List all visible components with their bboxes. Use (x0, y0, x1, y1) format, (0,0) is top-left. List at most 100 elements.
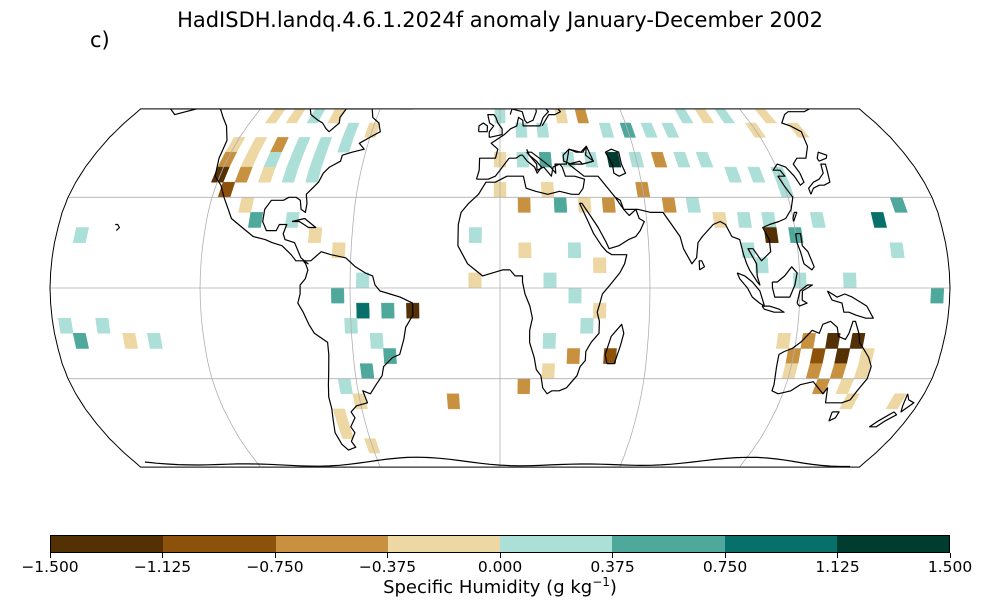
coastline-java (761, 305, 785, 313)
anomaly-cell (568, 287, 582, 304)
coastline-hokkaido (816, 151, 828, 162)
anomaly-cell (712, 212, 728, 228)
anomaly-cell (281, 166, 299, 183)
anomaly-cell (543, 272, 557, 289)
coastline-south-america (297, 251, 414, 451)
anomaly-cell (240, 151, 260, 168)
anomaly-cell (567, 242, 582, 259)
anomaly-cell (541, 363, 555, 379)
anomaly-cell (674, 108, 694, 124)
colorbar-title: Specific Humidity (g kg−1) (0, 575, 1000, 598)
colorbar-tick (49, 553, 51, 558)
colorbar-segment (724, 536, 837, 552)
coastline-britain (487, 113, 503, 138)
anomaly-cell (580, 317, 594, 334)
anomaly-cell (327, 108, 346, 124)
colorbar-tick-label: 1.125 (815, 558, 860, 576)
colorbar-ticks (49, 553, 951, 559)
anomaly-cell (369, 333, 384, 349)
meridian-line (617, 108, 651, 468)
anomaly-cell (566, 348, 581, 364)
anomaly-cell (238, 197, 255, 213)
anomaly-cell (356, 272, 370, 289)
anomaly-cell (258, 166, 276, 183)
anomaly-cell (359, 363, 375, 379)
anomaly-cell (234, 166, 253, 183)
colorbar-tick (612, 553, 613, 558)
anomaly-cell (247, 137, 268, 153)
colorbar-title-close: ) (609, 577, 617, 598)
coastline-antarctica (144, 456, 851, 468)
colorbar-tick (274, 553, 276, 558)
anomaly-cell (661, 122, 680, 138)
anomaly-cell (356, 302, 370, 319)
anomaly-cell (809, 212, 826, 228)
anomaly-cell (574, 108, 590, 124)
anomaly-cell (269, 137, 289, 153)
coastline-tasmania (828, 411, 840, 422)
panel-label: c) (90, 28, 110, 52)
graticule (50, 108, 950, 468)
coastline-philippines (795, 233, 815, 271)
meridian-line (734, 108, 801, 468)
anomaly-cell (516, 151, 530, 168)
anomaly-cell (305, 166, 322, 183)
figure-title: HadISDH.landq.4.6.1.2024f anomaly Januar… (177, 8, 823, 32)
anomaly-cell (214, 108, 240, 110)
anomaly-cell (593, 302, 607, 319)
anomaly-cell (858, 348, 875, 364)
anomaly-cell (538, 151, 553, 168)
coastlines (115, 108, 915, 468)
anomaly-cell (834, 348, 851, 364)
anomaly-cell (248, 212, 264, 228)
anomaly-cell (474, 108, 487, 110)
colorbar-segment (612, 536, 725, 552)
anomaly-cell (695, 151, 714, 168)
anomaly-cell (234, 108, 259, 110)
colorbar-tick-label: −0.375 (358, 558, 417, 576)
anomaly-cell (598, 122, 615, 138)
anomaly-cell (383, 348, 397, 364)
colorbar-title-exponent: −1 (592, 575, 610, 589)
coastline-north-america (170, 108, 381, 265)
anomaly-cell (517, 197, 531, 213)
coastline-taiwan (792, 211, 798, 222)
anomaly-cell (763, 227, 779, 243)
anomaly-cell (843, 272, 857, 289)
coastline-new-guinea (826, 290, 874, 319)
anomaly-cell (805, 363, 823, 379)
anomaly-cell (601, 197, 616, 213)
anomaly-cell (685, 197, 701, 213)
anomaly-cell (122, 333, 139, 349)
colorbar-segment (51, 536, 164, 552)
coastline-iberia (476, 148, 543, 180)
colorbar-tick (837, 553, 838, 558)
colorbar-tick (499, 553, 501, 558)
colorbar (50, 535, 950, 553)
colorbar-segment (163, 536, 276, 552)
coastline-nz-north (900, 393, 915, 413)
anomaly-cell (309, 151, 327, 168)
coastline-asia-coast (614, 108, 810, 286)
anomaly-cell (754, 257, 769, 274)
colorbar-tick-label: 0.375 (590, 558, 635, 576)
anomaly-cell (331, 287, 345, 304)
anomaly-cell (306, 108, 326, 124)
coastline-sulawesi (796, 284, 814, 307)
colorbar-segment (387, 536, 500, 552)
colorbar-tick-label: −1.500 (21, 558, 79, 576)
anomaly-cell (889, 197, 908, 213)
anomaly-cell (72, 227, 90, 243)
anomaly-cell (554, 108, 569, 124)
colorbar-segment (500, 536, 613, 552)
globe-outline (49, 108, 951, 468)
coastline-borneo (771, 266, 798, 298)
anomaly-cell (286, 151, 305, 168)
anomaly-cell (381, 302, 395, 319)
anomaly-cell (540, 181, 555, 198)
colorbar-tick (949, 553, 951, 558)
coastline-africa-eurasia (457, 145, 645, 395)
meridian-line (349, 108, 383, 468)
anomaly-cell (337, 378, 353, 395)
colorbar-tick-label: −1.125 (133, 558, 192, 576)
